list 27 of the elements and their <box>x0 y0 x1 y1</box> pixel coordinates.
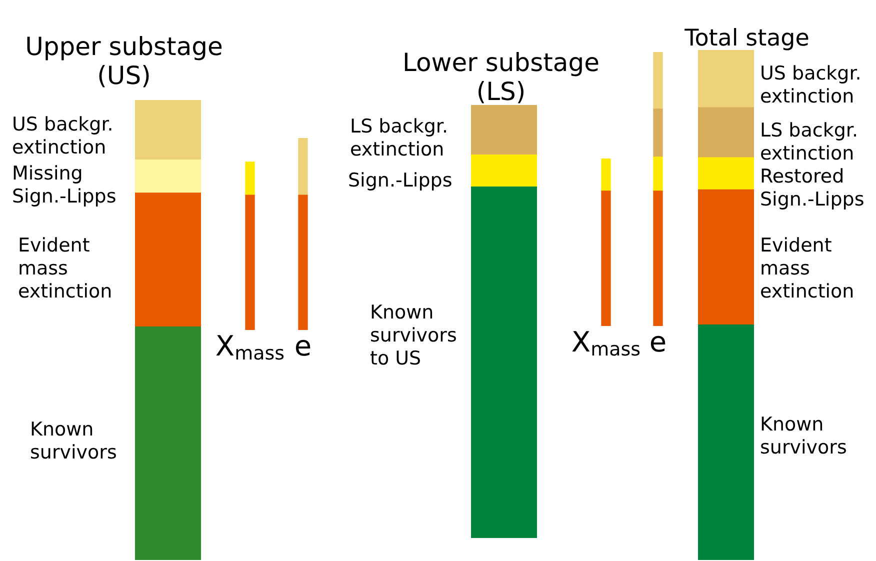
text: LS backgr. extinction <box>760 119 858 164</box>
text: Missing Sign.-Lipps <box>12 162 116 208</box>
x-tick-label: e <box>649 325 667 358</box>
text: Known survivors <box>30 418 117 464</box>
text: US backgr. extinction <box>760 62 862 108</box>
text: Evident mass extinction <box>18 234 112 302</box>
text: Known survivors to US <box>370 301 457 370</box>
x-tick-label: e <box>294 329 312 362</box>
annotation: Lower substage (LS) <box>402 48 600 106</box>
text: Upper substage (US) <box>25 32 223 90</box>
bar <box>653 156 663 192</box>
bar <box>601 158 611 192</box>
text: Evident mass extinction <box>760 234 854 302</box>
annotation: Total stage <box>684 25 810 52</box>
bar <box>135 159 201 194</box>
bar <box>653 190 663 326</box>
bar <box>135 192 201 328</box>
text: Sign.-Lipps <box>348 169 452 192</box>
bar <box>135 326 201 560</box>
text: US backgr. extinction <box>12 113 114 158</box>
bar <box>601 190 611 326</box>
text: Restored Sign.-Lipps <box>760 165 864 210</box>
bar <box>135 100 201 160</box>
text: LS backgr. extinction <box>350 115 448 160</box>
bar <box>653 108 663 158</box>
text: Known survivors <box>760 413 847 458</box>
bar <box>653 52 663 110</box>
